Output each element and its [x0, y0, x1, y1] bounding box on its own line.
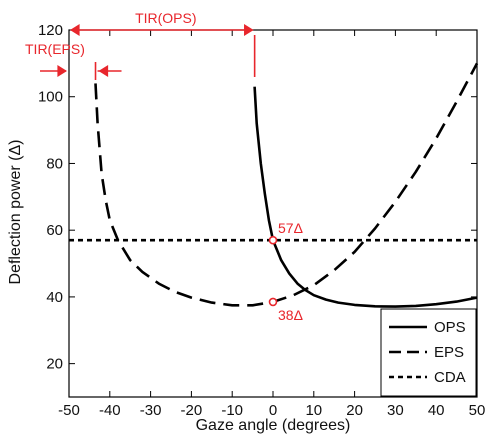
- x-tick-label: 0: [269, 402, 277, 419]
- y-tick-label: 100: [38, 89, 63, 106]
- legend: OPS EPS CDA: [380, 308, 477, 397]
- tir-ops-arrowhead-left: [70, 24, 80, 36]
- value-marker-label: 57Δ: [278, 220, 303, 236]
- x-tick-label: 10: [305, 402, 322, 419]
- series-ops-line: [253, 86, 478, 308]
- x-tick-label: -20: [181, 402, 203, 419]
- legend-label-ops: OPS: [434, 319, 466, 336]
- x-tick-label: 20: [346, 402, 363, 419]
- y-tick-label: 60: [46, 222, 63, 239]
- x-axis-label: Gaze angle (degrees): [196, 417, 351, 434]
- y-tick-label: 40: [46, 289, 63, 306]
- series-layer: [69, 62, 479, 308]
- legend-label-eps: EPS: [434, 344, 464, 361]
- legend-label-cda: CDA: [434, 369, 466, 386]
- tir-ops-label: TIR(OPS): [135, 10, 196, 26]
- x-tick-label: 50: [469, 402, 486, 419]
- y-tick-label: 20: [46, 356, 63, 373]
- tir-eps-arrowhead-left: [57, 65, 67, 77]
- tir-eps-label: TIR(EPS): [25, 41, 85, 57]
- y-axis-label: Deflection power (Δ): [7, 140, 24, 285]
- x-tick-label: -40: [99, 402, 121, 419]
- annotation-layer: TIR(OPS) TIR(EPS): [25, 10, 256, 80]
- tir-ops-arrowhead-right: [244, 24, 254, 36]
- tir-eps-arrowhead-right: [98, 65, 109, 77]
- x-tick-label: -50: [58, 402, 80, 419]
- y-tick-label: 80: [46, 155, 63, 172]
- x-tick-label: -10: [221, 402, 243, 419]
- marker-layer: 57Δ 38Δ: [268, 220, 303, 323]
- y-tick-label: 120: [38, 22, 63, 39]
- value-marker: [268, 297, 278, 307]
- x-tick-label: 40: [428, 402, 445, 419]
- value-marker-label: 38Δ: [278, 307, 303, 323]
- value-marker: [268, 235, 278, 245]
- series-eps-line: [94, 62, 479, 307]
- axis-ticks: -50 -40 -30 -20 -10 0 10 20 30 40 50 20 40 60 80 100 120: [38, 22, 485, 419]
- x-tick-label: -30: [140, 402, 162, 419]
- x-tick-label: 30: [387, 402, 404, 419]
